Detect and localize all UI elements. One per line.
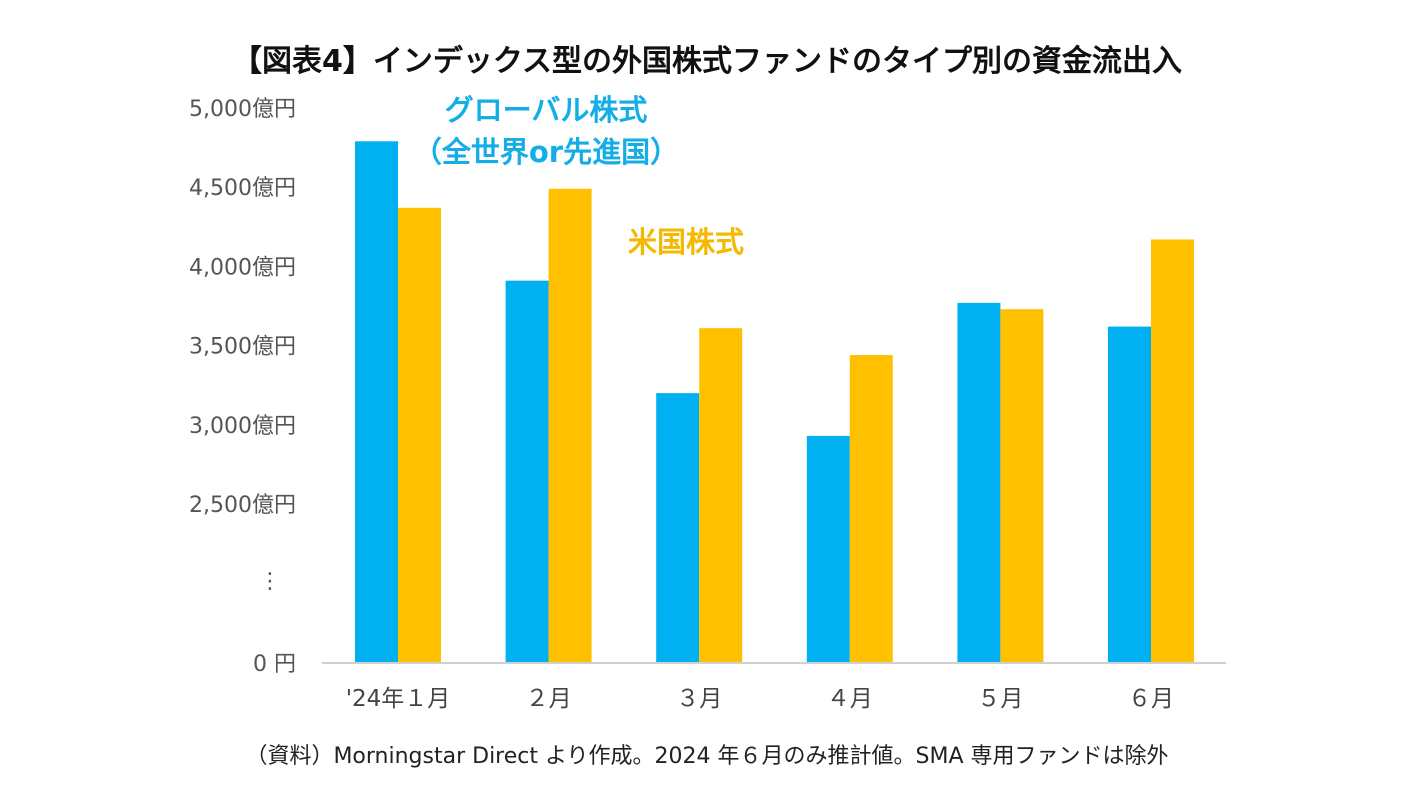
chart-title: 【図表4】インデックス型の外国株式ファンドのタイプ別の資金流出入 (232, 44, 1182, 79)
source-note: （資料）Morningstar Direct より作成。2024 年６月のみ推計… (245, 744, 1169, 769)
y-tick-label: 5,000億円 (189, 97, 296, 122)
y-axis-ticks: 2,500億円 3,000億円 3,500億円 4,000億円 4,500億円 5,000… (189, 97, 296, 677)
x-tick-label: ４月 (827, 686, 873, 712)
bar-us (1000, 309, 1044, 663)
bar-us (849, 355, 893, 663)
bar-us (1151, 239, 1194, 664)
legend-us: 米国株式 (628, 225, 744, 259)
x-tick-label: '24年１月 (346, 686, 451, 712)
bar-us (548, 188, 592, 663)
legend-global-line1: グローバル株式 (445, 93, 648, 127)
y-tick-label: 4,000億円 (189, 255, 296, 280)
bar-global (806, 435, 850, 663)
x-tick-label: ５月 (977, 686, 1023, 712)
x-tick-label: ３月 (676, 686, 722, 712)
axis-break-mark: ⋮ (259, 569, 281, 594)
y-tick-zero: 0 円 (253, 652, 296, 677)
bars (355, 141, 1194, 664)
y-tick-label: 2,500億円 (189, 493, 296, 518)
bar-global (505, 280, 549, 663)
bar-global (1108, 326, 1151, 663)
bar-global (355, 141, 398, 663)
bar-global (957, 302, 1001, 663)
x-tick-label: ２月 (526, 686, 572, 712)
bar-us (398, 207, 441, 664)
x-tick-label: ６月 (1128, 686, 1174, 712)
bar-global (656, 393, 700, 663)
legend-global-line2: （全世界or先進国） (413, 135, 679, 169)
bar-us (699, 328, 743, 663)
x-axis-ticks: '24年１月 ２月 ３月 ４月 ５月 ６月 (346, 686, 1174, 712)
y-tick-label: 3,000億円 (189, 414, 296, 439)
y-tick-label: 3,500億円 (189, 335, 296, 360)
y-tick-label: 4,500億円 (189, 176, 296, 201)
